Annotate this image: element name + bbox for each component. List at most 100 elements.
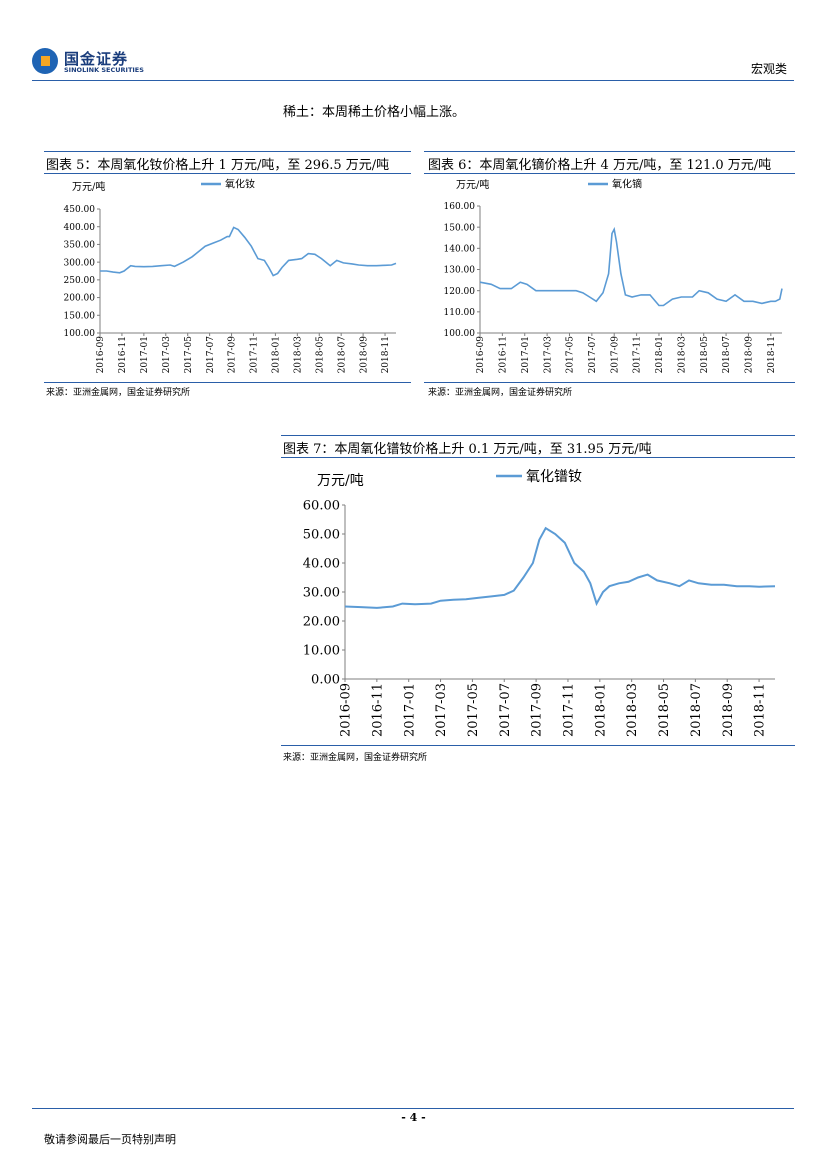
y-tick-label: 100.00 <box>444 329 476 339</box>
x-tick-label: 2017-09 <box>610 336 620 374</box>
page-number: - 4 - <box>401 1111 426 1124</box>
x-tick-label: 2017-05 <box>466 683 481 737</box>
x-tick-label: 2018-01 <box>272 336 282 373</box>
chart7-title-rule <box>281 457 795 458</box>
chart7-plot: 0.00 10.00 20.00 30.00 40.00 50.00 60.00 2016-0… <box>303 469 776 737</box>
legend-label: 氧化钕 <box>225 177 255 190</box>
x-tick-label: 2016-09 <box>96 336 106 374</box>
y-tick-label: 140.00 <box>444 244 476 254</box>
x-tick-label: 2018-11 <box>753 683 768 737</box>
x-tick-label: 2018-01 <box>593 683 608 737</box>
y-axis-label: 万元/吨 <box>72 180 105 193</box>
chart6-plot: 100.00 110.00 120.00 130.00 140.00 150.00 160.… <box>444 177 783 374</box>
x-tick-label: 2017-11 <box>250 336 260 373</box>
x-tick-label: 2018-03 <box>293 336 303 374</box>
x-tick-label: 2018-01 <box>655 336 665 373</box>
x-tick-label: 2017-11 <box>562 683 577 737</box>
y-tick-label: 350.00 <box>64 241 96 251</box>
chart5-top-rule <box>44 151 411 152</box>
intro-text: 稀土：本周稀土价格小幅上涨。 <box>283 105 466 120</box>
chart6-title-rule <box>424 173 795 174</box>
legend-label: 氧化镝 <box>612 177 642 190</box>
chart5-title: 图表 5：本周氧化钕价格上升 1 万元/吨，至 296.5 万元/吨 <box>46 158 390 173</box>
y-tick-label: 60.00 <box>303 499 340 514</box>
y-tick-label: 160.00 <box>444 202 476 212</box>
chart6-title: 图表 6：本周氧化镝价格上升 4 万元/吨，至 121.0 万元/吨 <box>428 158 772 173</box>
y-tick-label: 10.00 <box>303 644 340 659</box>
y-tick-label: 40.00 <box>303 557 340 572</box>
chart7-title: 图表 7：本周氧化镨钕价格上升 0.1 万元/吨，至 31.95 万元/吨 <box>283 442 652 457</box>
report-category: 宏观类 <box>750 62 787 76</box>
y-tick-label: 130.00 <box>444 266 476 276</box>
chart6-top-rule <box>424 151 795 152</box>
y-tick-label: 400.00 <box>64 223 96 233</box>
x-tick-label: 2016-09 <box>339 683 354 737</box>
footer-disclaimer: 敬请参阅最后一页特别声明 <box>44 1133 176 1146</box>
chart7-bottom-rule <box>281 745 795 746</box>
x-tick-label: 2018-03 <box>677 336 687 374</box>
x-tick-label: 2016-11 <box>499 336 509 373</box>
x-tick-label: 2017-07 <box>588 336 598 374</box>
x-tick-label: 2018-07 <box>689 683 704 737</box>
y-tick-label: 0.00 <box>311 673 340 688</box>
x-tick-label: 2018-07 <box>722 336 732 374</box>
y-axis-label: 万元/吨 <box>456 178 489 191</box>
chart5-plot: 100.00 150.00 200.00 250.00 300.00 350.00 400.… <box>64 177 397 374</box>
x-tick-label: 2017-05 <box>566 336 576 374</box>
logo-en-text: SINOLINK SECURITIES <box>64 66 144 74</box>
x-tick-label: 2018-05 <box>700 336 710 374</box>
logo-cn-text: 国金证券 <box>64 50 129 68</box>
x-tick-label: 2016-11 <box>370 683 385 737</box>
x-tick-label: 2018-05 <box>315 336 325 374</box>
footer-divider <box>32 1108 794 1109</box>
chart5-title-rule <box>44 173 411 174</box>
chart7-source: 来源：亚洲金属网，国金证券研究所 <box>283 753 428 763</box>
x-tick-label: 2018-09 <box>359 336 369 374</box>
x-tick-label: 2018-11 <box>381 336 391 373</box>
x-tick-label: 2017-03 <box>543 336 553 374</box>
y-tick-label: 150.00 <box>444 223 476 233</box>
y-axis-label: 万元/吨 <box>317 473 364 489</box>
y-tick-label: 300.00 <box>64 258 96 268</box>
y-tick-label: 20.00 <box>303 615 340 630</box>
x-tick-label: 2017-09 <box>228 336 238 374</box>
chart7-top-rule <box>281 435 795 436</box>
x-tick-label: 2018-03 <box>625 683 640 737</box>
x-tick-label: 2018-05 <box>657 683 672 737</box>
chart5-source: 来源：亚洲金属网，国金证券研究所 <box>46 388 191 398</box>
x-tick-label: 2017-11 <box>633 336 643 373</box>
series-line <box>479 226 783 307</box>
y-tick-label: 150.00 <box>64 311 96 321</box>
x-tick-label: 2017-03 <box>434 683 449 737</box>
x-tick-label: 2018-09 <box>745 336 755 374</box>
chart5-bottom-rule <box>44 382 411 383</box>
chart6-source: 来源：亚洲金属网，国金证券研究所 <box>428 388 573 398</box>
chart6-bottom-rule <box>424 382 795 383</box>
logo-mark-icon <box>32 48 58 74</box>
x-tick-label: 2018-07 <box>337 336 347 374</box>
x-tick-label: 2016-09 <box>476 336 486 374</box>
legend-label: 氧化镨钕 <box>526 469 582 485</box>
x-tick-label: 2018-09 <box>721 683 736 737</box>
x-tick-label: 2017-07 <box>498 683 513 737</box>
series-line <box>100 226 397 277</box>
y-tick-label: 30.00 <box>303 586 340 601</box>
y-tick-label: 200.00 <box>64 294 96 304</box>
x-tick-label: 2017-09 <box>530 683 545 737</box>
y-tick-label: 450.00 <box>64 205 96 215</box>
x-tick-label: 2017-01 <box>140 336 150 373</box>
header-divider <box>32 80 794 81</box>
y-tick-label: 250.00 <box>64 276 96 286</box>
x-tick-label: 2017-07 <box>206 336 216 374</box>
x-tick-label: 2017-01 <box>402 683 417 737</box>
x-tick-label: 2018-11 <box>767 336 777 373</box>
y-tick-label: 100.00 <box>64 329 96 339</box>
x-tick-label: 2017-05 <box>184 336 194 374</box>
y-tick-label: 50.00 <box>303 528 340 543</box>
x-tick-label: 2017-03 <box>162 336 172 374</box>
x-tick-label: 2017-01 <box>521 336 531 373</box>
x-tick-label: 2016-11 <box>118 336 128 373</box>
series-line <box>344 526 776 609</box>
y-tick-label: 120.00 <box>444 287 476 297</box>
y-tick-label: 110.00 <box>444 308 476 318</box>
